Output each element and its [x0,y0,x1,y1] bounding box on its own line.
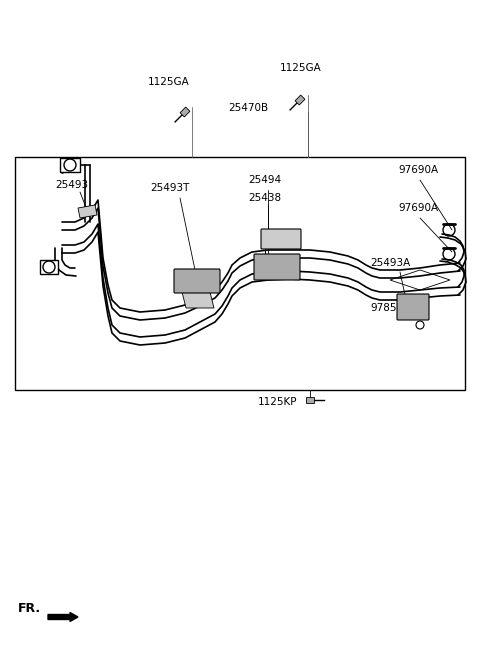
Bar [60,158,80,172]
Text: 25438: 25438 [248,193,281,203]
Bar [40,260,58,274]
Text: 1125GA: 1125GA [148,77,190,87]
Text: 1125GA: 1125GA [280,63,322,73]
Polygon shape [182,292,214,308]
Bar [295,95,305,105]
Text: 25470B: 25470B [228,103,268,113]
Text: 25493: 25493 [55,180,88,190]
Text: 25493T: 25493T [150,183,190,193]
Text: FR.: FR. [18,602,41,614]
Text: 25493A: 25493A [370,258,410,268]
Text: 97690A: 97690A [398,165,438,175]
Bar [306,397,314,403]
Polygon shape [78,205,97,218]
FancyBboxPatch shape [261,229,301,249]
Text: 97690A: 97690A [398,203,438,213]
Text: 1125KP: 1125KP [258,397,298,407]
FancyBboxPatch shape [254,254,300,280]
Bar [15,157,465,390]
FancyArrow shape [48,612,78,622]
FancyBboxPatch shape [397,294,429,320]
Text: 97856B: 97856B [370,303,410,313]
Text: 25494: 25494 [248,175,281,185]
Bar [180,107,190,117]
Circle shape [416,321,424,329]
FancyBboxPatch shape [174,269,220,293]
